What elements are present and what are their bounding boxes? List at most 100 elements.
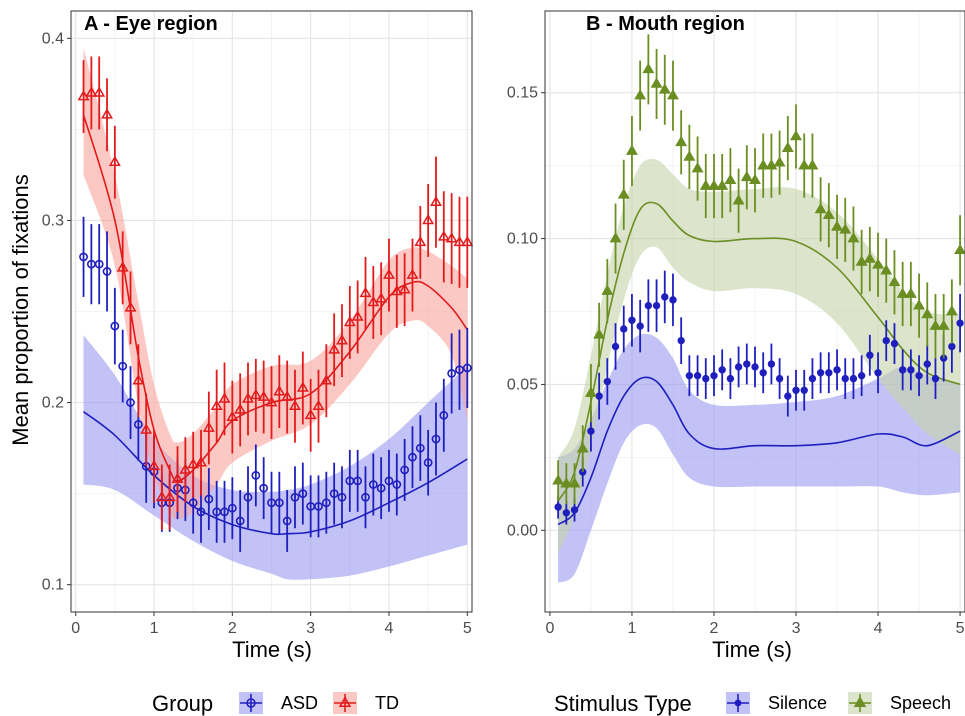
marker-circle: [290, 492, 300, 502]
data-point-td: [77, 60, 90, 134]
y-tick-label: 0.2: [42, 395, 64, 412]
panel-a-confidence-bands: [83, 47, 468, 580]
marker-triangle: [336, 334, 348, 345]
data-point-td: [390, 255, 403, 328]
data-point-speech: [855, 229, 868, 294]
marker-triangle: [576, 442, 589, 453]
x-tick-label: 1: [628, 620, 637, 637]
marker-point: [931, 374, 940, 383]
data-point-speech: [954, 215, 965, 286]
data-point-asd: [243, 466, 253, 529]
marker-circle: [314, 501, 323, 511]
data-point-asd: [259, 457, 269, 520]
marker-point: [710, 371, 718, 380]
marker-triangle: [904, 287, 917, 298]
data-point-td: [202, 391, 215, 465]
marker-triangle: [617, 188, 630, 199]
data-point-asd: [227, 477, 237, 540]
marker-point: [915, 371, 923, 380]
data-point-silence: [849, 358, 858, 400]
panel-b-frame: [544, 10, 965, 613]
data-point-td: [148, 429, 160, 503]
data-point-td: [367, 265, 380, 339]
marker-triangle: [740, 170, 753, 182]
data-point-asd: [439, 378, 449, 452]
data-point-silence: [562, 501, 571, 525]
data-point-speech: [650, 48, 663, 119]
data-point-td: [273, 355, 286, 429]
marker-triangle: [108, 155, 121, 166]
marker-circle: [94, 259, 104, 269]
marker-point: [702, 374, 710, 383]
data-point-td: [406, 238, 419, 312]
marker-circle: [110, 321, 120, 331]
data-point-silence: [792, 369, 800, 411]
panel-mouth-region: 0 1 2 3 4 50.000.050.100.15 B - Mouth region …: [507, 10, 965, 662]
marker-triangle: [453, 235, 466, 247]
data-point-silence: [898, 349, 907, 391]
marker-triangle: [93, 86, 106, 97]
data-point-silence: [702, 358, 710, 400]
data-point-speech: [552, 460, 565, 502]
marker-triangle: [101, 108, 114, 119]
data-point-silence: [907, 349, 915, 391]
marker-triangle: [863, 252, 876, 263]
marker-triangle: [888, 275, 901, 287]
data-point-td: [343, 286, 356, 359]
data-point-asd: [361, 466, 370, 529]
marker-circle: [79, 252, 88, 262]
marker-triangle: [390, 284, 403, 296]
data-point-silence: [743, 343, 751, 385]
data-point-speech: [576, 425, 589, 472]
panel-b-confidence-bands: [558, 158, 961, 583]
marker-triangle: [683, 150, 696, 161]
data-point-td: [257, 360, 270, 434]
marker-circle: [439, 410, 449, 420]
marker-circle: [455, 365, 464, 375]
data-point-silence: [931, 358, 940, 400]
marker-circle: [243, 492, 253, 502]
data-point-silence: [685, 355, 694, 397]
marker-circle: [220, 507, 229, 517]
marker-point: [734, 363, 743, 371]
legend-key-marker: [246, 698, 256, 708]
data-point-asd: [353, 449, 363, 512]
marker-triangle: [954, 243, 965, 255]
marker-triangle: [781, 141, 794, 152]
marker-triangle: [383, 268, 395, 279]
data-point-silence: [841, 358, 849, 400]
marker-circle: [298, 489, 308, 499]
marker-point: [636, 322, 644, 330]
marker-point: [841, 374, 849, 383]
marker-circle: [204, 494, 214, 504]
data-point-td: [101, 78, 114, 152]
legend-group-title: Group: [152, 691, 213, 716]
marker-circle: [126, 398, 135, 407]
panel-b-x-axis-title: Time (s): [712, 637, 792, 662]
marker-point: [907, 366, 915, 374]
data-point-td: [296, 351, 309, 425]
legend-stimulus-type-title: Stimulus Type: [554, 691, 692, 716]
marker-triangle: [140, 423, 153, 434]
data-point-silence: [759, 352, 767, 394]
marker-triangle: [210, 399, 223, 411]
marker-triangle: [77, 90, 90, 101]
marker-point: [669, 296, 677, 304]
legend-key-marker: [338, 696, 352, 707]
marker-triangle: [814, 202, 827, 214]
data-point-silence: [956, 293, 964, 353]
data-point-td: [336, 304, 348, 378]
marker-triangle: [708, 179, 720, 190]
data-point-silence: [816, 352, 825, 394]
panel-b-title: B - Mouth region: [586, 13, 745, 35]
legend-label-asd: ASD: [281, 693, 318, 713]
marker-point: [849, 374, 858, 383]
data-point-speech: [617, 159, 630, 230]
marker-triangle: [699, 179, 712, 190]
marker-point: [775, 374, 784, 383]
marker-triangle: [634, 89, 647, 100]
data-point-td: [429, 156, 442, 248]
marker-triangle: [584, 386, 597, 398]
y-tick-label: 0.10: [507, 231, 538, 248]
marker-triangle: [273, 385, 286, 396]
